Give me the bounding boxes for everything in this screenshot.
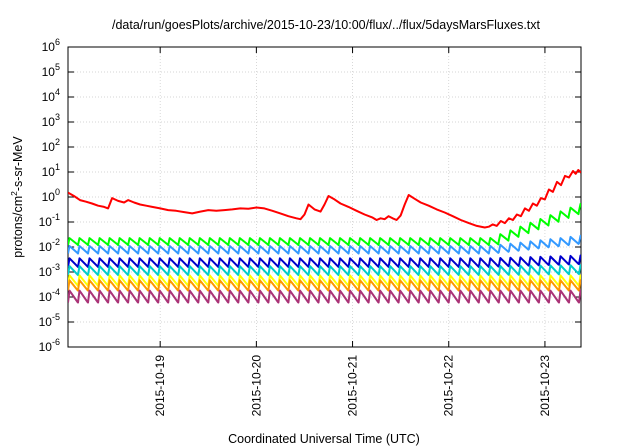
- series-line-7: [68, 279, 581, 292]
- x-tick-label: 2015-10-22: [442, 355, 456, 417]
- y-tick-exp: -3: [52, 262, 60, 272]
- x-tick-label: 2015-10-20: [249, 355, 263, 417]
- y-tick-base: 10: [42, 165, 56, 179]
- y-tick-label: 10-4: [39, 287, 60, 304]
- y-tick-labels: 10-610-510-410-310-210-11001011021031041…: [39, 37, 60, 354]
- y-tick-base: 10: [39, 265, 53, 279]
- y-tick-base: 10: [39, 240, 53, 254]
- y-tick-exp: 5: [55, 62, 60, 72]
- y-tick-base: 10: [39, 340, 53, 354]
- x-tick-label: 2015-10-21: [346, 355, 360, 417]
- y-axis-label: protons/cm2-s-sr-MeV: [9, 136, 25, 258]
- x-tick-label: 2015-10-19: [153, 355, 167, 417]
- y-tick-base: 10: [42, 115, 56, 129]
- y-tick-label: 102: [42, 137, 60, 154]
- y-tick-label: 10-1: [39, 212, 60, 229]
- y-tick-exp: -5: [52, 312, 60, 322]
- y-tick-label: 10-2: [39, 237, 60, 254]
- y-tick-base: 10: [39, 290, 53, 304]
- series-line-2: [68, 202, 581, 246]
- x-tick-labels: 2015-10-19 2015-10-20 2015-10-21 2015-10-22…: [153, 355, 552, 417]
- y-tick-exp: 4: [55, 87, 60, 97]
- y-tick-base: 10: [42, 190, 56, 204]
- y-tick-base: 10: [42, 140, 56, 154]
- y-tick-base: 10: [42, 40, 56, 54]
- y-tick-label: 106: [42, 37, 60, 54]
- y-axis-label-rest: -s-sr-MeV: [11, 136, 25, 192]
- series-line-8: [68, 289, 581, 304]
- chart-title: /data/run/goesPlots/archive/2015-10-23/1…: [112, 18, 541, 32]
- y-tick-exp: -1: [52, 212, 60, 222]
- y-tick-exp: 1: [55, 162, 60, 172]
- y-tick-exp: -4: [52, 287, 60, 297]
- series-line-5: [68, 264, 581, 277]
- y-tick-label: 101: [42, 162, 60, 179]
- y-axis-label-sup: 2: [9, 191, 19, 196]
- series-line-4: [68, 254, 581, 268]
- series-lines: [68, 169, 581, 304]
- y-tick-label: 10-5: [39, 312, 60, 329]
- grid-lines: [68, 47, 581, 347]
- y-tick-exp: 6: [55, 37, 60, 47]
- y-tick-exp: -2: [52, 237, 60, 247]
- y-tick-label: 103: [42, 112, 60, 129]
- y-tick-base: 10: [39, 315, 53, 329]
- y-tick-label: 10-6: [39, 337, 60, 354]
- y-tick-exp: 3: [55, 112, 60, 122]
- y-axis-label-base: protons/cm: [11, 196, 25, 258]
- y-tick-label: 105: [42, 62, 60, 79]
- y-tick-exp: 2: [55, 137, 60, 147]
- series-line-1: [68, 169, 581, 229]
- y-tick-exp: 0: [55, 187, 60, 197]
- y-tick-base: 10: [42, 90, 56, 104]
- axis-ticks: [68, 46, 581, 348]
- plot-frame: [67, 46, 582, 348]
- y-tick-label: 100: [42, 187, 60, 204]
- y-tick-label: 104: [42, 87, 60, 104]
- y-tick-base: 10: [42, 65, 56, 79]
- y-tick-label: 10-3: [39, 262, 60, 279]
- x-axis-label: Coordinated Universal Time (UTC): [228, 432, 420, 446]
- y-tick-exp: -6: [52, 337, 60, 347]
- series-line-3: [68, 234, 581, 255]
- y-tick-base: 10: [39, 215, 53, 229]
- x-tick-label: 2015-10-23: [538, 355, 552, 417]
